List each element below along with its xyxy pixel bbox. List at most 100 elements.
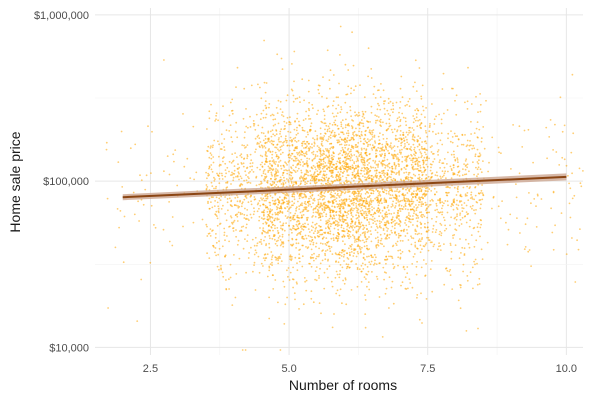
- scatter-point: [385, 141, 388, 143]
- scatter-point: [429, 124, 431, 127]
- scatter-point: [388, 189, 391, 192]
- scatter-point: [275, 183, 278, 186]
- scatter-point: [365, 148, 368, 151]
- scatter-point: [298, 260, 301, 263]
- scatter-point: [355, 192, 358, 195]
- scatter-point: [278, 161, 280, 163]
- scatter-point: [308, 239, 311, 242]
- scatter-point: [374, 167, 377, 169]
- scatter-point: [349, 165, 352, 168]
- scatter-point: [456, 165, 459, 168]
- scatter-point: [385, 189, 388, 192]
- scatter-point: [293, 50, 296, 53]
- scatter-point: [358, 127, 361, 130]
- scatter-point: [275, 133, 278, 136]
- scatter-point: [471, 207, 473, 210]
- scatter-point: [339, 143, 341, 146]
- scatter-point: [309, 195, 312, 198]
- scatter-point: [325, 139, 328, 142]
- scatter-point: [466, 213, 469, 216]
- scatter-point: [447, 137, 449, 140]
- scatter-point: [261, 126, 264, 129]
- scatter-point: [376, 210, 378, 212]
- scatter-point: [458, 175, 461, 177]
- scatter-point: [370, 147, 373, 150]
- scatter-point: [225, 279, 227, 281]
- scatter-point: [336, 289, 339, 292]
- scatter-point: [371, 180, 374, 183]
- scatter-point: [258, 219, 260, 222]
- scatter-point: [233, 165, 236, 168]
- scatter-point: [394, 134, 397, 137]
- scatter-point: [332, 237, 335, 240]
- scatter-point: [343, 165, 346, 168]
- scatter-point: [315, 257, 317, 260]
- scatter-point: [262, 116, 265, 119]
- scatter-point: [378, 208, 381, 211]
- scatter-point: [236, 215, 239, 218]
- scatter-point: [238, 166, 241, 169]
- scatter-point: [211, 185, 214, 188]
- scatter-point: [331, 181, 334, 183]
- scatter-point: [374, 197, 376, 200]
- scatter-point: [314, 155, 317, 158]
- scatter-point: [338, 257, 341, 259]
- scatter-point: [286, 172, 289, 175]
- scatter-point: [235, 273, 238, 275]
- scatter-point: [417, 109, 419, 112]
- scatter-point: [429, 268, 432, 270]
- scatter-point: [291, 176, 294, 179]
- scatter-point: [563, 158, 566, 161]
- scatter-point: [242, 162, 245, 165]
- scatter-point: [328, 228, 331, 230]
- scatter-point: [248, 219, 250, 222]
- scatter-point: [319, 155, 322, 158]
- scatter-point: [318, 164, 320, 167]
- scatter-point: [308, 101, 310, 104]
- scatter-point: [338, 251, 341, 254]
- scatter-point: [231, 140, 234, 143]
- scatter-point: [486, 241, 489, 244]
- scatter-point: [419, 151, 422, 154]
- scatter-point: [218, 247, 221, 250]
- scatter-point: [389, 176, 392, 179]
- scatter-point: [298, 124, 301, 127]
- scatter-point: [328, 135, 330, 138]
- scatter-point: [283, 196, 286, 199]
- scatter-point: [244, 170, 247, 173]
- scatter-point: [331, 205, 333, 208]
- scatter-point: [231, 109, 234, 112]
- scatter-point: [289, 154, 292, 157]
- scatter-point: [464, 160, 467, 162]
- scatter-point: [232, 221, 235, 224]
- scatter-point: [377, 207, 380, 210]
- scatter-point: [279, 148, 282, 151]
- scatter-point: [287, 181, 290, 183]
- scatter-point: [295, 166, 297, 169]
- scatter-point: [450, 251, 453, 253]
- scatter-point: [316, 150, 319, 153]
- scatter-point: [367, 171, 370, 174]
- scatter-point: [336, 273, 339, 276]
- scatter-point: [392, 108, 395, 111]
- scatter-point: [223, 227, 226, 230]
- scatter-point: [420, 222, 423, 225]
- scatter-point: [474, 186, 477, 188]
- scatter-point: [372, 93, 375, 95]
- scatter-point: [342, 227, 345, 230]
- scatter-point: [358, 114, 361, 117]
- scatter-point: [280, 145, 283, 148]
- scatter-point: [404, 202, 407, 205]
- scatter-point: [217, 253, 220, 256]
- scatter-point: [341, 171, 344, 174]
- scatter-point: [318, 302, 321, 304]
- scatter-point: [356, 157, 359, 160]
- scatter-point: [274, 146, 276, 149]
- scatter-point: [536, 193, 539, 196]
- scatter-point: [343, 253, 346, 256]
- scatter-point: [351, 177, 353, 180]
- scatter-point: [237, 239, 240, 242]
- scatter-point: [372, 192, 375, 195]
- scatter-point: [274, 123, 277, 126]
- scatter-point: [312, 226, 315, 229]
